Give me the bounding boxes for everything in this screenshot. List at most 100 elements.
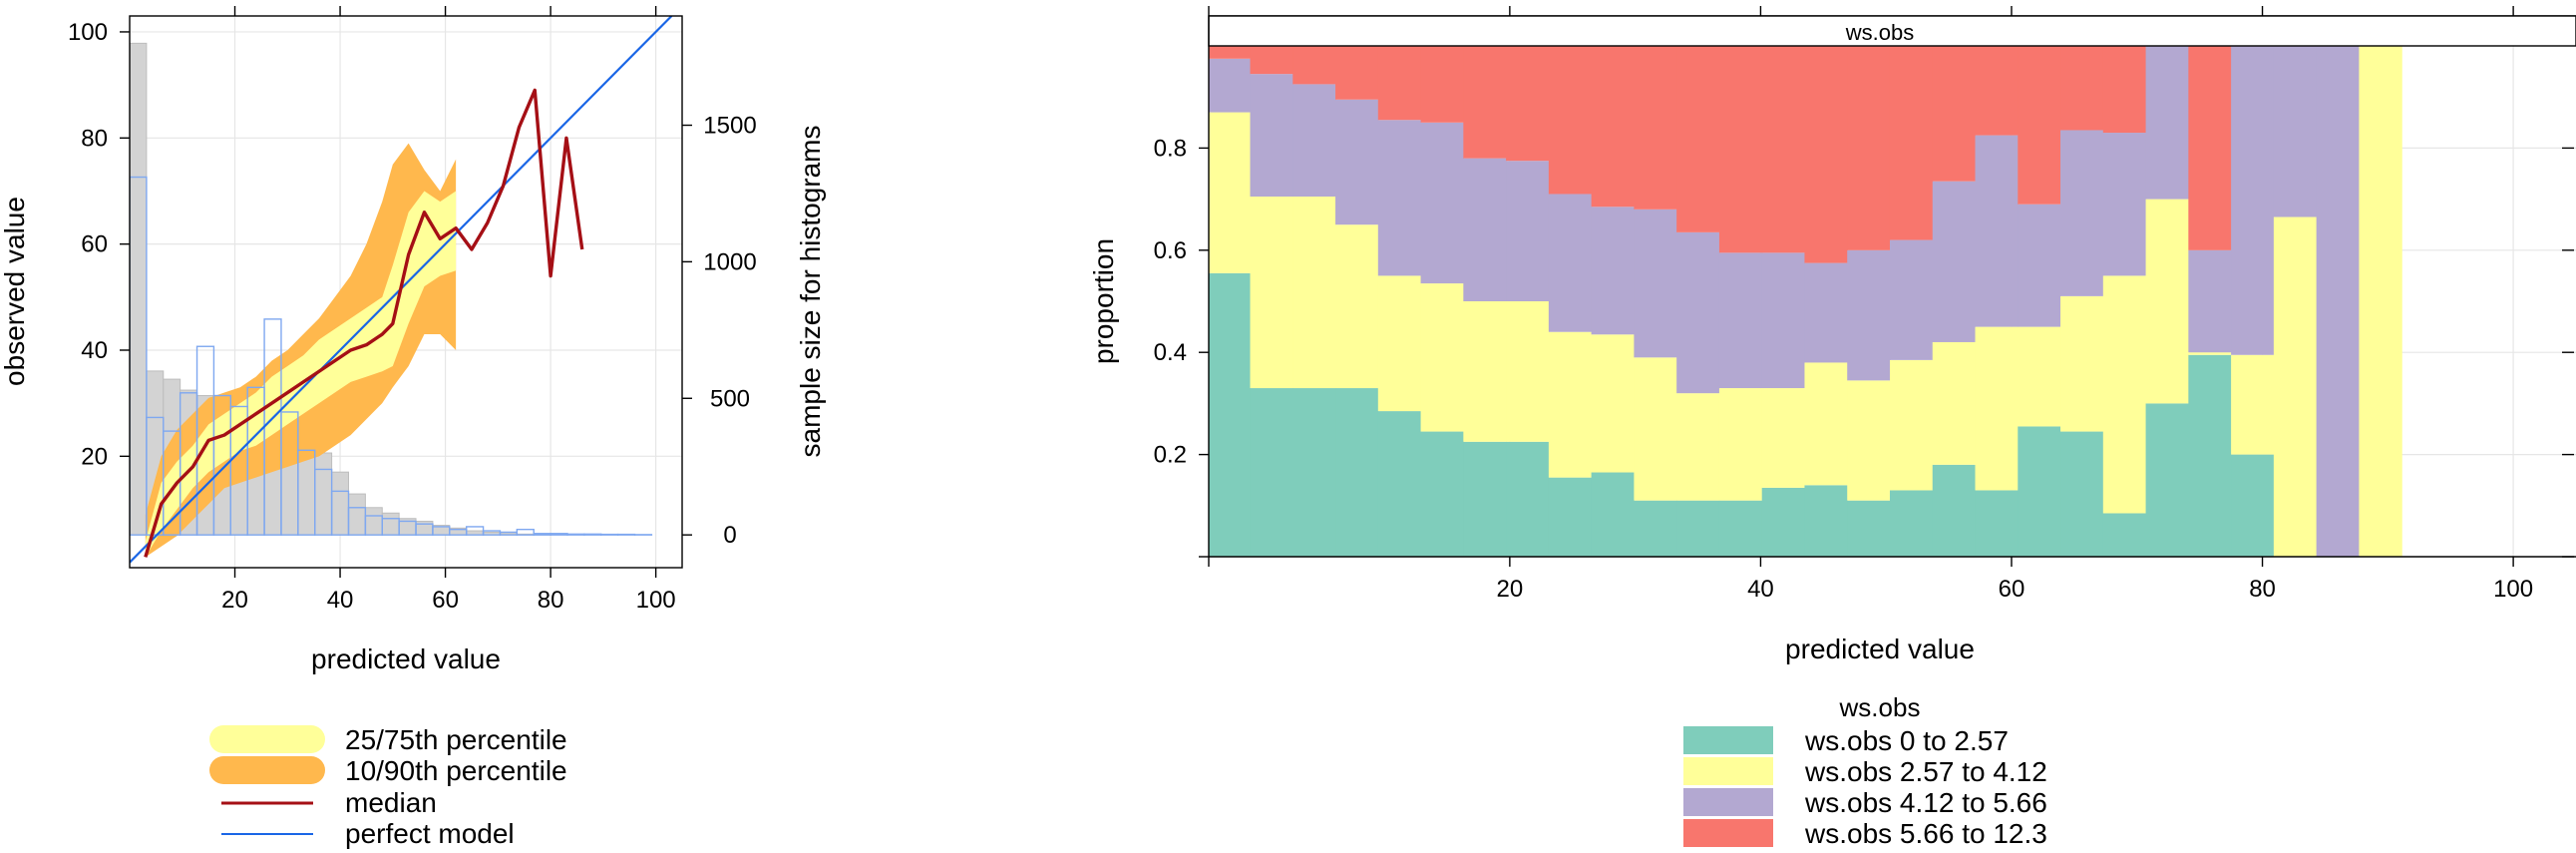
stack-bin-24-band-2 [2231, 46, 2275, 355]
stack-bin-14-band-0 [1804, 485, 1848, 557]
stack-bin-15-band-1 [1847, 380, 1891, 501]
stack-bin-19-band-0 [2018, 426, 2061, 557]
left-x-tick-label-2: 60 [432, 587, 459, 614]
stack-bin-12-band-0 [1718, 500, 1763, 557]
stack-bin-8-band-0 [1548, 477, 1593, 557]
stack-bin-14-band-3 [1804, 46, 1848, 263]
predicted-histogram-bar-28 [600, 533, 619, 536]
stack-bin-23-band-2 [2188, 249, 2232, 353]
stack-bin-6-band-0 [1463, 441, 1507, 557]
legend-label-25-75: 25/75th percentile [345, 724, 567, 755]
stack-bin-24-band-0 [2231, 454, 2275, 557]
stack-bin-4-band-3 [1377, 46, 1422, 121]
right-y-tick-label-0: 0.2 [1154, 442, 1187, 469]
stack-bin-12-band-2 [1718, 252, 1763, 389]
stack-bin-0-band-2 [1209, 58, 1252, 113]
observed-histogram-bar-13 [347, 493, 366, 536]
stack-bin-14-band-2 [1804, 262, 1848, 363]
predicted-histogram-bar-26 [566, 533, 585, 536]
legend-swatch-25-75 [209, 725, 325, 753]
stack-bin-22-band-1 [2145, 199, 2189, 404]
stack-bin-20-band-3 [2060, 46, 2104, 131]
stack-bin-5-band-2 [1420, 122, 1464, 284]
left-y-axis-label: observed value [0, 197, 30, 386]
stacked-proportions [1209, 46, 2402, 557]
stack-bin-18-band-3 [1975, 46, 2019, 136]
stack-bin-17-band-2 [1932, 181, 1977, 342]
stack-bin-10-band-2 [1634, 209, 1677, 358]
stack-bin-3-band-0 [1335, 388, 1379, 557]
right-x-tick-label-0: 20 [1497, 576, 1524, 603]
stack-bin-21-band-3 [2102, 46, 2147, 134]
stack-bin-2-band-3 [1292, 46, 1336, 85]
predicted-histogram [130, 176, 653, 536]
right-y-axis-label: proportion [1088, 238, 1119, 364]
stack-bin-8-band-1 [1548, 331, 1593, 478]
observed-histogram-bar-14 [364, 507, 383, 536]
predicted-histogram-bar-23 [516, 528, 535, 536]
stack-bin-12-band-3 [1718, 46, 1763, 253]
stack-bin-5-band-0 [1420, 431, 1464, 557]
left-x-axis-label: predicted value [311, 643, 501, 674]
legend-label-median: median [345, 787, 437, 818]
left-y-tick-label-3: 80 [81, 125, 108, 152]
stack-bin-15-band-2 [1847, 249, 1891, 381]
stack-bin-21-band-0 [2102, 513, 2147, 557]
observed-histogram-bar-12 [331, 471, 349, 536]
legend-swatch-ws-0 [1683, 726, 1773, 754]
stack-bin-17-band-3 [1932, 46, 1977, 182]
legend-swatch-ws-3 [1683, 819, 1773, 847]
band-25-75-area [145, 191, 457, 558]
stack-bin-17-band-0 [1932, 464, 1977, 557]
stack-bin-3-band-2 [1335, 99, 1379, 225]
stack-bin-4-band-2 [1377, 120, 1422, 276]
legend-swatch-10-90 [209, 756, 325, 784]
stack-bin-16-band-0 [1889, 490, 1934, 557]
right-x-tick-label-1: 40 [1747, 576, 1774, 603]
stack-bin-15-band-3 [1847, 46, 1891, 250]
predicted-histogram-bar-24 [533, 533, 552, 536]
predicted-histogram-bar-29 [616, 533, 636, 536]
stack-bin-19-band-1 [2018, 326, 2061, 427]
stack-bin-17-band-1 [1932, 341, 1977, 465]
stack-bin-23-band-1 [2188, 352, 2232, 355]
band-25-75 [145, 191, 457, 558]
right-legend-title: ws.obs [1839, 692, 1921, 722]
observed-histogram-bar-0 [130, 42, 148, 536]
stack-bin-13-band-2 [1761, 252, 1806, 389]
stack-bin-18-band-1 [1975, 326, 2019, 491]
stack-bin-10-band-3 [1634, 46, 1677, 210]
stack-bin-20-band-1 [2060, 295, 2104, 432]
left-x-tick-label-0: 20 [221, 587, 248, 614]
observed-histogram-bar-11 [314, 452, 333, 536]
stack-bin-20-band-2 [2060, 130, 2104, 296]
stack-bin-25-band-2 [2273, 46, 2318, 217]
right-chart: ws.obs 20 40 60 80 100 0.2 0.4 0.6 0.8 predicted… [1088, 6, 2576, 664]
stack-bin-21-band-2 [2102, 133, 2147, 276]
stack-bin-1-band-3 [1250, 46, 1293, 75]
stack-bin-6-band-1 [1463, 301, 1507, 442]
stack-bin-1-band-0 [1250, 388, 1293, 557]
right-x-axis-label: predicted value [1785, 634, 1975, 664]
legend-label-ws-3: ws.obs 5.66 to 12.3 [1804, 818, 2047, 849]
stack-bin-10-band-1 [1634, 357, 1677, 501]
stack-bin-26-band-2 [2316, 46, 2361, 557]
left-y2-tick-label-2: 1000 [703, 248, 756, 275]
legend-swatch-ws-2 [1683, 788, 1773, 816]
stack-bin-6-band-3 [1463, 46, 1507, 159]
stack-bin-16-band-3 [1889, 46, 1934, 240]
stack-bin-13-band-3 [1761, 46, 1806, 253]
stack-bin-4-band-1 [1377, 275, 1422, 412]
left-y-tick-label-0: 20 [81, 443, 108, 470]
stack-bin-5-band-1 [1420, 283, 1464, 432]
right-y-tick-label-3: 0.8 [1154, 135, 1187, 162]
stack-bin-3-band-3 [1335, 46, 1379, 100]
stack-bin-23-band-3 [2188, 46, 2232, 250]
stack-bin-2-band-2 [1292, 84, 1336, 198]
stack-bin-11-band-3 [1676, 46, 1720, 232]
stack-bin-2-band-0 [1292, 388, 1336, 557]
stack-bin-10-band-0 [1634, 500, 1677, 557]
stack-bin-0-band-1 [1209, 112, 1252, 273]
stack-bin-15-band-0 [1847, 500, 1891, 557]
